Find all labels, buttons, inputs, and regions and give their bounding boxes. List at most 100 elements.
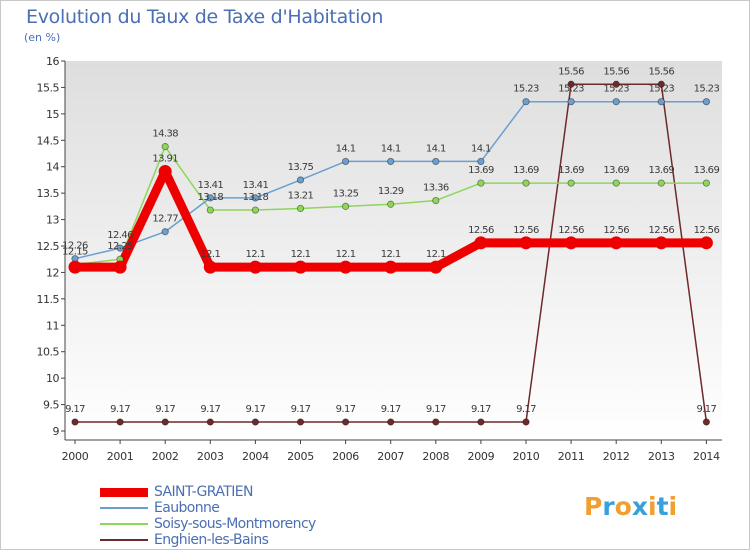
y-tick-label: 11.5	[37, 293, 60, 306]
data-label: 12.56	[468, 225, 494, 236]
logo-letter: x	[631, 492, 648, 521]
data-label: 12.56	[558, 225, 584, 236]
data-point	[522, 98, 530, 106]
y-tick-label: 16	[46, 55, 59, 68]
data-label: 12.1	[245, 249, 265, 260]
legend-label: SAINT-GRATIEN	[154, 484, 253, 500]
logo-letter: i	[648, 492, 657, 521]
chart-title: Evolution du Taux de Taxe d'Habitation	[26, 6, 384, 28]
y-tick-label: 10.5	[37, 346, 60, 359]
y-tick-label: 9.5	[43, 399, 59, 412]
legend-swatch	[100, 507, 148, 509]
y-tick-label: 12	[46, 266, 59, 279]
data-point	[654, 236, 668, 250]
proxiti-logo: Proxiti	[584, 492, 677, 521]
data-label: 15.56	[603, 66, 629, 77]
data-label: 12.56	[603, 225, 629, 236]
logo-letter: o	[614, 492, 632, 521]
data-point	[702, 98, 711, 106]
data-point	[702, 179, 711, 187]
legend-label: Enghien-les-Bains	[154, 532, 269, 548]
data-label: 12.1	[336, 249, 356, 260]
data-label: 12.1	[381, 249, 401, 260]
x-tick-label: 2009	[468, 450, 495, 463]
data-point	[116, 418, 124, 426]
x-tick-label: 2000	[62, 450, 89, 463]
data-point	[612, 80, 620, 88]
data-label: 13.36	[423, 183, 449, 194]
data-point	[161, 418, 169, 426]
data-label: 13.29	[378, 186, 404, 197]
data-point	[158, 164, 172, 178]
data-labels: 9.17 9.17 9.17 9.17 9.17 9.17 9.17 9.17 9.17 9.17…	[62, 66, 720, 415]
data-label: 15.23	[648, 84, 674, 95]
y-tick-label: 10	[46, 372, 59, 385]
y-tick-label: 12.5	[37, 240, 60, 253]
data-point	[429, 260, 443, 274]
data-point	[161, 228, 169, 236]
data-point	[522, 179, 530, 187]
y-tick-label: 11	[46, 319, 59, 332]
data-point	[251, 206, 259, 214]
x-tick-label: 2005	[287, 450, 314, 463]
data-point	[71, 418, 79, 426]
data-label: 9.17	[291, 404, 311, 415]
data-point	[341, 202, 350, 210]
data-point	[612, 179, 620, 187]
data-point	[564, 236, 578, 250]
data-label: 13.25	[333, 188, 359, 199]
data-point	[609, 236, 623, 250]
x-tick-label: 2004	[242, 450, 269, 463]
y-tick-label: 14.5	[37, 134, 60, 147]
x-tick-label: 2014	[693, 450, 720, 463]
data-label: 12.56	[694, 225, 720, 236]
x-tick-label: 2003	[197, 450, 224, 463]
data-label: 12.25	[107, 241, 133, 252]
data-point	[296, 204, 305, 213]
data-label: 14.1	[336, 143, 356, 154]
data-point	[206, 194, 214, 202]
data-label: 14.1	[471, 143, 491, 154]
data-point	[294, 260, 307, 274]
logo-letter: r	[602, 492, 615, 521]
data-point	[657, 80, 665, 88]
data-point	[477, 418, 485, 426]
data-point	[387, 157, 395, 166]
data-point	[248, 260, 262, 274]
series-points	[68, 80, 713, 426]
data-label: 9.17	[336, 404, 356, 415]
data-label: 13.41	[243, 180, 269, 191]
data-label: 9.17	[245, 404, 265, 415]
data-point	[432, 196, 440, 205]
data-point	[612, 98, 620, 106]
data-point	[567, 80, 575, 88]
legend-label: Eaubonne	[154, 500, 220, 516]
data-label: 9.17	[381, 404, 401, 415]
legend-label: Soisy-sous-Montmorency	[154, 516, 316, 532]
data-label: 9.17	[200, 404, 220, 415]
data-label: 13.69	[513, 165, 539, 176]
logo-letter: i	[668, 492, 678, 521]
data-label: 9.17	[696, 404, 716, 415]
data-label: 13.69	[648, 165, 674, 176]
y-tick-label: 9	[53, 425, 60, 438]
data-label: 12.1	[291, 249, 311, 260]
data-point	[384, 260, 398, 274]
chart-subtitle: (en %)	[24, 31, 61, 44]
data-point	[474, 236, 488, 250]
x-tick-label: 2013	[648, 450, 675, 463]
data-label: 13.91	[152, 153, 178, 164]
data-point	[702, 418, 711, 426]
data-label: 12.46	[107, 230, 133, 241]
x-tick-label: 2012	[603, 450, 630, 463]
data-label: 15.23	[694, 84, 720, 95]
data-label: 13.21	[288, 190, 314, 201]
data-point	[387, 418, 395, 426]
data-label: 12.56	[513, 225, 539, 236]
data-label: 9.17	[110, 404, 130, 415]
legend: SAINT-GRATIEN Eaubonne Soisy-sous-Montmore…	[100, 484, 316, 548]
data-label: 15.23	[513, 84, 539, 95]
logo-letter: P	[584, 492, 603, 521]
data-label: 13.69	[468, 165, 494, 176]
